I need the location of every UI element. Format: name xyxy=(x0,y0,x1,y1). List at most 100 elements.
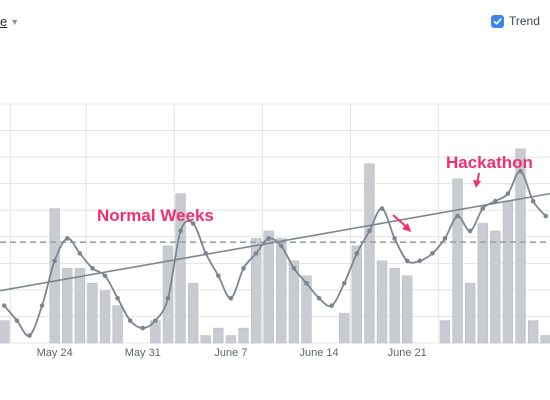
bar xyxy=(339,312,350,344)
bar xyxy=(540,335,550,344)
line-point xyxy=(354,251,360,256)
line-point xyxy=(505,191,511,196)
line-point xyxy=(480,206,486,211)
annotation-arrowhead-icon xyxy=(473,180,481,188)
line-point xyxy=(27,333,32,338)
line-point xyxy=(266,236,272,241)
x-tick-label: May 31 xyxy=(125,347,161,359)
bar xyxy=(0,320,10,344)
bar xyxy=(276,238,287,344)
line-point xyxy=(190,221,196,226)
line-point xyxy=(455,213,460,219)
bar xyxy=(49,208,60,344)
line-point xyxy=(216,273,221,279)
bar xyxy=(62,268,73,344)
line-point xyxy=(39,303,45,308)
line-point xyxy=(417,258,423,264)
line-point xyxy=(392,236,397,241)
x-tick-label: June 21 xyxy=(388,347,427,359)
bars xyxy=(0,148,550,344)
line-point xyxy=(530,198,536,204)
line-point xyxy=(127,318,133,323)
metric-dropdown-label: e xyxy=(0,14,8,29)
line-point xyxy=(52,258,57,264)
bar xyxy=(351,245,363,344)
line-point xyxy=(165,295,171,301)
bar xyxy=(213,327,224,344)
line-point xyxy=(64,236,70,241)
bar xyxy=(74,268,86,344)
line-point xyxy=(241,266,246,271)
line-point xyxy=(77,251,83,256)
bar xyxy=(301,275,312,344)
line-point xyxy=(203,251,209,256)
bar xyxy=(200,335,211,344)
line-point xyxy=(329,303,334,308)
line-point xyxy=(379,206,385,211)
trend-line xyxy=(0,192,550,292)
line-point xyxy=(493,198,498,204)
bar xyxy=(87,283,98,344)
line-point xyxy=(341,280,347,286)
bar xyxy=(439,320,451,344)
line-point xyxy=(253,251,259,256)
bar xyxy=(175,193,186,344)
bar xyxy=(502,200,514,344)
bar xyxy=(477,223,488,344)
line-point xyxy=(467,228,473,234)
bar xyxy=(527,320,539,344)
line-point xyxy=(404,258,410,264)
bar xyxy=(490,230,501,344)
line-point xyxy=(430,251,435,256)
trend-checkbox[interactable] xyxy=(491,14,504,28)
bar xyxy=(99,290,111,344)
line-point xyxy=(90,266,95,271)
bar xyxy=(112,305,123,344)
annotations: Normal Weeks Hackathon xyxy=(97,153,533,232)
annotation-arrowhead-icon xyxy=(402,223,411,232)
trend-toggle[interactable]: Trend xyxy=(491,14,540,28)
bar xyxy=(187,283,199,344)
x-tick-label: June 14 xyxy=(299,347,338,359)
line-point xyxy=(367,228,372,234)
bar xyxy=(452,178,463,344)
bar xyxy=(364,163,375,344)
line-point xyxy=(1,303,7,308)
bar xyxy=(515,148,526,344)
x-tick-label: June 7 xyxy=(214,347,247,359)
x-tick-label: May 24 xyxy=(37,347,73,359)
line-point xyxy=(102,273,108,279)
bar xyxy=(225,335,237,344)
line-point xyxy=(316,295,322,301)
line-point xyxy=(278,243,284,249)
bar xyxy=(288,260,300,344)
bar xyxy=(250,238,262,344)
checkmark-icon xyxy=(493,17,502,25)
bar xyxy=(238,327,249,344)
line-point xyxy=(442,236,448,241)
line-point xyxy=(304,280,309,286)
line-point xyxy=(228,295,234,301)
bar xyxy=(389,268,400,344)
line-point xyxy=(115,295,120,301)
smoothed-line-path xyxy=(3,170,547,337)
trend-line-path xyxy=(0,192,550,292)
trend-label: Trend xyxy=(509,14,540,28)
annotation-hackathon: Hackathon xyxy=(446,153,533,172)
line-point xyxy=(14,318,20,323)
metric-dropdown[interactable]: e ▼ xyxy=(0,14,19,30)
bar xyxy=(402,275,413,344)
line-point xyxy=(543,213,549,219)
smoothed-line xyxy=(1,168,549,338)
line-point xyxy=(153,318,158,323)
x-axis-ticks: May 24 May 31 June 7 June 14 June 21 xyxy=(37,347,427,359)
line-point xyxy=(140,325,146,331)
bar xyxy=(464,283,476,344)
bar xyxy=(263,230,274,344)
line-point xyxy=(518,168,523,174)
annotation-normal-weeks: Normal Weeks xyxy=(97,206,214,225)
chevron-down-icon: ▼ xyxy=(10,17,20,27)
bar xyxy=(376,260,388,344)
line-point xyxy=(178,228,183,234)
